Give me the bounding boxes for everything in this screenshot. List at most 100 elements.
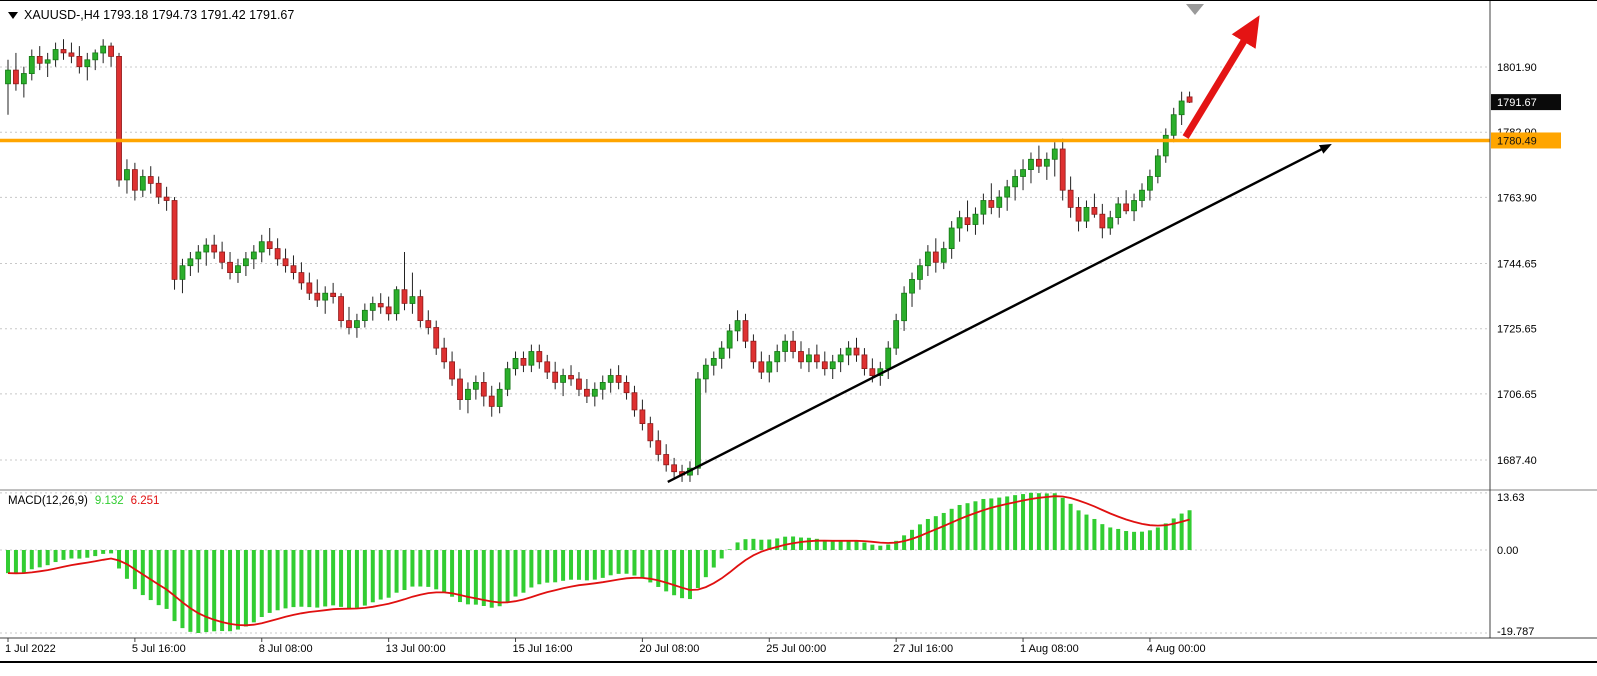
- candle-body: [821, 361, 828, 370]
- candle-body: [813, 354, 820, 363]
- candle-body: [346, 320, 352, 328]
- chart-title-bar: XAUUSD-,H4 1793.18 1794.73 1791.42 1791.…: [8, 8, 294, 22]
- candle-body: [631, 392, 638, 411]
- candle-body: [44, 59, 51, 64]
- time-axis-label: 8 Jul 08:00: [259, 643, 313, 655]
- candle-body: [266, 241, 273, 249]
- candle-body: [457, 378, 463, 401]
- candle-body: [695, 378, 701, 469]
- candle-body: [108, 45, 114, 57]
- candle-body: [131, 169, 138, 191]
- candle-body: [465, 388, 471, 400]
- candle-body: [282, 258, 289, 267]
- candle-body: [758, 361, 765, 373]
- candle-body: [623, 381, 630, 394]
- candle-body: [1178, 100, 1185, 116]
- candle-body: [274, 248, 281, 260]
- candle-body: [972, 213, 979, 225]
- candle-body: [869, 368, 876, 377]
- candle-body: [615, 375, 622, 383]
- candle-body: [171, 200, 178, 280]
- candle-body: [496, 388, 503, 407]
- candle-body: [211, 244, 218, 253]
- candle-body: [647, 423, 654, 442]
- candle-body: [663, 454, 670, 466]
- candle-body: [1115, 203, 1122, 218]
- candle-body: [1083, 206, 1090, 222]
- collapse-triangle-icon[interactable]: [8, 11, 18, 19]
- candle-body: [964, 217, 971, 225]
- price-axis-label: 1687.40: [1497, 455, 1537, 467]
- candle-body: [671, 464, 678, 473]
- candle-body: [354, 320, 360, 328]
- candle-body: [1131, 200, 1137, 212]
- candle-body: [552, 371, 559, 383]
- candle-body: [20, 73, 27, 85]
- candle-body: [837, 354, 844, 363]
- candle-body: [298, 272, 305, 284]
- candle-body: [76, 56, 83, 68]
- time-axis-label: 13 Jul 00:00: [386, 643, 446, 655]
- red-arrow[interactable]: [1182, 15, 1260, 139]
- candle-body: [322, 292, 329, 301]
- candle-body: [116, 56, 122, 181]
- time-axis-label: 15 Jul 16:00: [513, 643, 573, 655]
- candle-body: [750, 340, 757, 363]
- candle-body: [361, 309, 368, 321]
- macd-indicator-label-bar: MACD(12,26,9) 9.132 6.251: [8, 495, 159, 507]
- candle-body: [599, 381, 606, 390]
- candle-body: [258, 241, 265, 253]
- macd-indicator-name: MACD(12,26,9): [8, 495, 88, 507]
- gray-marker-icon[interactable]: [1186, 4, 1204, 15]
- candle-body: [591, 388, 598, 397]
- candle-body: [488, 395, 495, 407]
- candle-body: [401, 289, 408, 304]
- price-axis-label: 1763.90: [1497, 192, 1537, 204]
- candle-body: [480, 381, 487, 397]
- candle-body: [568, 375, 574, 380]
- candle-body: [314, 292, 321, 301]
- candle-body: [179, 265, 186, 280]
- candle-body: [250, 251, 257, 260]
- current-price-badge-text: 1791.67: [1497, 97, 1537, 109]
- candle-body: [28, 56, 35, 75]
- orange-line-badge-text: 1780.49: [1497, 135, 1537, 147]
- price-axis-label: 1725.65: [1497, 324, 1537, 336]
- time-axis-label: 25 Jul 00:00: [766, 643, 826, 655]
- candle-body: [1099, 213, 1106, 229]
- time-axis-label: 4 Aug 00:00: [1147, 643, 1206, 655]
- candle-body: [1051, 148, 1058, 160]
- trend-arrow[interactable]: [667, 144, 1332, 483]
- candle-body: [1162, 134, 1169, 157]
- candle-body: [1186, 96, 1193, 103]
- candle-body: [583, 388, 590, 397]
- candle-body: [124, 169, 130, 181]
- candle-body: [1107, 217, 1114, 229]
- candle-body: [710, 357, 717, 366]
- candle-body: [306, 282, 313, 294]
- candle-body: [909, 278, 915, 294]
- candle-body: [520, 357, 527, 366]
- candle-body: [1059, 148, 1066, 191]
- candle-body: [1028, 158, 1034, 171]
- candle-body: [1067, 189, 1074, 208]
- price-axis-label: 1801.90: [1497, 62, 1537, 74]
- candle-body: [576, 378, 582, 390]
- candle-body: [1139, 189, 1145, 201]
- candle-body: [1036, 158, 1042, 167]
- candle-body: [893, 320, 900, 349]
- candle-body: [235, 265, 241, 274]
- candle-body: [639, 409, 646, 424]
- candle-body: [924, 251, 931, 267]
- candle-body: [330, 292, 337, 298]
- candle-body: [1091, 206, 1098, 215]
- candle-body: [1043, 158, 1050, 167]
- candle-body: [885, 347, 892, 370]
- candle-body: [1012, 176, 1019, 188]
- candle-body: [155, 182, 162, 198]
- candle-body: [227, 261, 233, 273]
- candle-body: [766, 361, 773, 373]
- candle-body: [472, 381, 479, 390]
